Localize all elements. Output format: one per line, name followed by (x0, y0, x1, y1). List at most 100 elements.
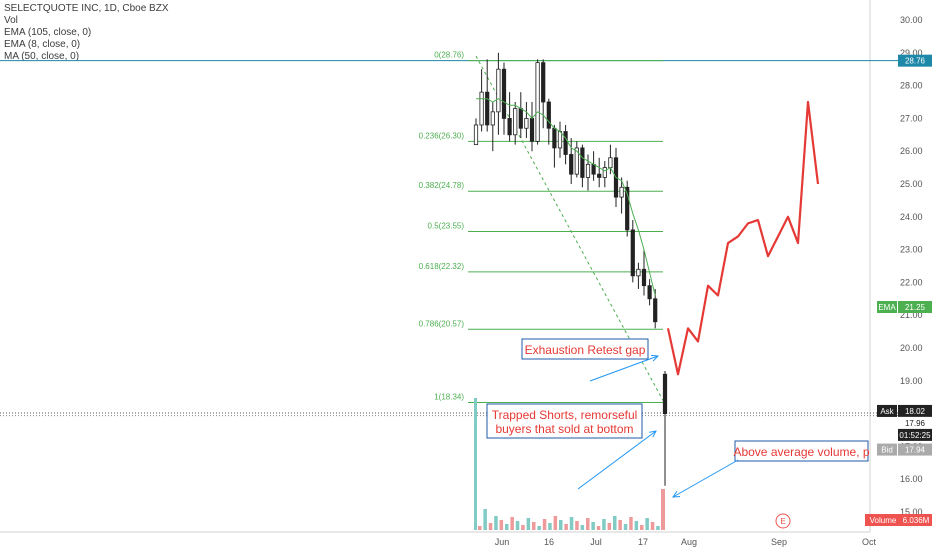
candle (569, 154, 574, 175)
annotation-trapped-shorts-text: Trapped Shorts, remorseful (492, 408, 638, 422)
candle (479, 91, 484, 126)
volume-bar (634, 521, 639, 530)
timer-tag-value: 01:52:25 (899, 431, 931, 440)
bid-tag-label: Bid (881, 446, 893, 455)
volume-tag-label-bg (865, 514, 901, 526)
volume-bar (613, 516, 617, 530)
candle (608, 157, 613, 168)
volume-bar (532, 522, 536, 530)
annotation-exhaustion-text: Exhaustion Retest gap (525, 343, 646, 357)
candle (591, 163, 596, 175)
time-tick-label: Oct (862, 537, 877, 547)
price-tick-label: 28.00 (900, 81, 923, 91)
time-tick-label: Aug (681, 537, 697, 547)
candle (647, 285, 652, 300)
volume-bar (559, 520, 563, 530)
annotation-volume-box (734, 440, 869, 462)
volume-bar (586, 518, 590, 530)
volume-bar (478, 526, 482, 530)
annotation-exhaustion-box (521, 338, 649, 360)
volume-bar (564, 524, 568, 530)
time-tick-label: Jun (495, 537, 510, 547)
candle (597, 173, 602, 178)
price-tick-label: 21.00 (900, 310, 923, 320)
ask-tag-label: Ask (880, 407, 894, 416)
volume-bar (499, 520, 504, 530)
volume-bar (526, 518, 531, 530)
candle (529, 118, 535, 142)
candle (653, 298, 658, 323)
price-tick-label: 22.00 (900, 277, 923, 287)
top-price-tag-value: 28.76 (905, 57, 926, 66)
candle (552, 127, 557, 149)
candle (524, 118, 529, 129)
annotations: Exhaustion Retest gap Trapped Shorts, rem… (486, 338, 870, 529)
top-price-tag-bg (898, 54, 932, 67)
candle (513, 108, 518, 136)
volume-bar (640, 525, 644, 530)
candle (496, 68, 501, 113)
volume-bar (575, 521, 579, 530)
arrow-volume-head (672, 490, 681, 498)
last-price-tag-value: 17.96 (905, 419, 926, 428)
fib-level-label: 0.5(23.55) (428, 222, 465, 231)
time-axis: Jun 16 Jul 17 Aug Sep Oct (495, 537, 877, 547)
candle (619, 186, 624, 198)
volume-bar (510, 517, 514, 530)
volume-bar (618, 520, 622, 530)
volume-bar (645, 518, 649, 530)
arrow-volume (672, 459, 739, 498)
volume-bar (537, 526, 541, 530)
fib-level-label: 0.618(22.32) (419, 262, 465, 271)
fib-level-label: 0.382(24.78) (419, 181, 465, 190)
candle (507, 118, 512, 136)
arrow-trapped-shorts-head (649, 430, 657, 438)
arrow-exhaustion (589, 355, 659, 382)
candle (490, 111, 495, 126)
volume-bar (553, 516, 558, 530)
time-tick-label: 17 (638, 537, 648, 547)
candle (485, 91, 490, 126)
candle (585, 163, 591, 178)
ema-tag-value: 21.25 (905, 303, 926, 312)
time-tick-label: 16 (544, 537, 554, 547)
ema-tag-label: EMA (878, 303, 896, 312)
volume-bar (580, 525, 585, 530)
candle (641, 268, 647, 287)
arrow-trapped-shorts (577, 430, 657, 490)
candle (541, 62, 546, 103)
price-tick-label: 30.00 (900, 15, 923, 25)
earnings-marker (775, 513, 791, 529)
ema-tag-bg (898, 301, 932, 313)
bid-tag-label-bg (877, 443, 897, 456)
time-tick-label: Jul (590, 537, 602, 547)
earnings-marker-label: E (780, 517, 785, 526)
fib-level-label: 0.786(20.57) (419, 319, 465, 328)
volume-bar (629, 517, 633, 530)
candle (563, 131, 568, 155)
volume-bar (521, 525, 525, 530)
volume-bar (656, 526, 660, 530)
arrow-exhaustion-head (650, 354, 660, 362)
fib-level-label: 0(28.76) (434, 51, 464, 60)
candle (580, 147, 585, 178)
overlays: 0(28.76) 0.236(26.30) 0.382(24.78) 0.5(23.5… (0, 51, 932, 417)
ema-tag-label-bg (877, 301, 897, 313)
legend-ema8: EMA (8, close, 0) (4, 39, 81, 50)
candle (630, 229, 635, 277)
price-tick-label: 26.00 (900, 146, 923, 156)
candle (546, 101, 551, 129)
volume-bars (474, 398, 665, 530)
candles (473, 52, 820, 486)
price-tick-label: 27.00 (900, 113, 923, 123)
legend-symbol: SELECTQUOTE INC, 1D, Cboe BZX (4, 3, 169, 14)
ask-tag-bg (898, 404, 932, 417)
volume-tag-bg (901, 514, 932, 526)
volume-bar (591, 522, 595, 530)
candle (574, 147, 579, 175)
candle (501, 68, 507, 119)
volume-bar (488, 523, 493, 530)
price-tick-label: 15.00 (900, 507, 923, 517)
volume-tag-label: Volume (870, 516, 897, 525)
